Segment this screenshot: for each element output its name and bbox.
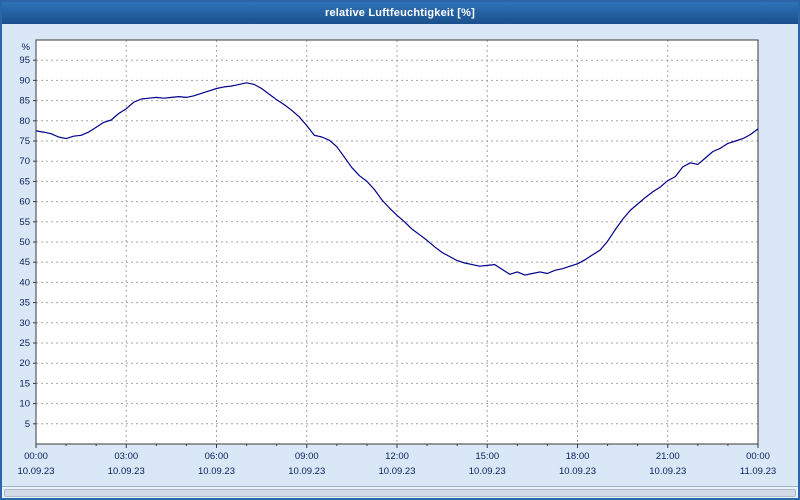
svg-text:45: 45 (19, 257, 30, 268)
svg-text:10: 10 (19, 399, 30, 410)
svg-text:15: 15 (19, 378, 30, 389)
svg-text:11.09.23: 11.09.23 (740, 466, 776, 477)
svg-text:03:00: 03:00 (114, 451, 138, 462)
window-title: relative Luftfeuchtigkeit [%] (324, 7, 476, 19)
grid-lines (36, 40, 758, 444)
horizontal-scrollbar[interactable] (2, 486, 798, 498)
svg-text:15:00: 15:00 (475, 451, 499, 462)
svg-text:65: 65 (19, 176, 30, 187)
svg-text:10.09.23: 10.09.23 (379, 466, 416, 477)
svg-text:30: 30 (19, 318, 30, 329)
svg-text:25: 25 (19, 338, 30, 349)
svg-text:00:00: 00:00 (24, 451, 48, 462)
svg-text:18:00: 18:00 (566, 451, 590, 462)
humidity-chart: 5 10 15 20 25 30 35 40 45 50 55 60 65 70 75 80 85 90 95% 00… (18, 39, 777, 477)
svg-text:20: 20 (19, 358, 30, 369)
y-axis-labels: 5 10 15 20 25 30 35 40 45 50 55 60 65 70 75 80 85 90 95 (19, 55, 30, 430)
chart-area: 5 10 15 20 25 30 35 40 45 50 55 60 65 70 75 80 85 90 95% 00… (2, 24, 798, 486)
svg-text:10.09.23: 10.09.23 (469, 466, 506, 477)
svg-text:75: 75 (19, 136, 30, 147)
svg-text:35: 35 (19, 298, 30, 309)
svg-text:60: 60 (19, 197, 30, 208)
x-axis-labels: 00:00 10.09.23 03:00 10.09.23 06:00 10.09.23 0… (18, 451, 777, 477)
svg-text:09:00: 09:00 (295, 451, 319, 462)
svg-text:00:00: 00:00 (746, 451, 770, 462)
svg-text:12:00: 12:00 (385, 451, 409, 462)
window-title-bar[interactable]: relative Luftfeuchtigkeit [%] (2, 2, 798, 24)
svg-text:90: 90 (19, 75, 30, 86)
y-axis-unit-label: % (22, 42, 31, 53)
svg-text:5: 5 (25, 419, 30, 430)
svg-text:21:00: 21:00 (656, 451, 680, 462)
svg-text:10.09.23: 10.09.23 (559, 466, 596, 477)
svg-text:10.09.23: 10.09.23 (649, 466, 686, 477)
svg-text:06:00: 06:00 (205, 451, 229, 462)
axis-ticks (33, 59, 759, 448)
svg-text:10.09.23: 10.09.23 (18, 466, 55, 477)
svg-text:10.09.23: 10.09.23 (108, 466, 145, 477)
svg-text:95: 95 (19, 55, 30, 66)
humidity-line (35, 82, 759, 276)
svg-text:10.09.23: 10.09.23 (198, 466, 235, 477)
svg-text:80: 80 (19, 116, 30, 127)
svg-text:10.09.23: 10.09.23 (288, 466, 325, 477)
svg-text:40: 40 (19, 277, 30, 288)
scrollbar-thumb[interactable] (4, 488, 796, 497)
svg-text:50: 50 (19, 237, 30, 248)
svg-text:70: 70 (19, 156, 30, 167)
svg-text:55: 55 (19, 217, 30, 228)
svg-text:85: 85 (19, 96, 30, 107)
